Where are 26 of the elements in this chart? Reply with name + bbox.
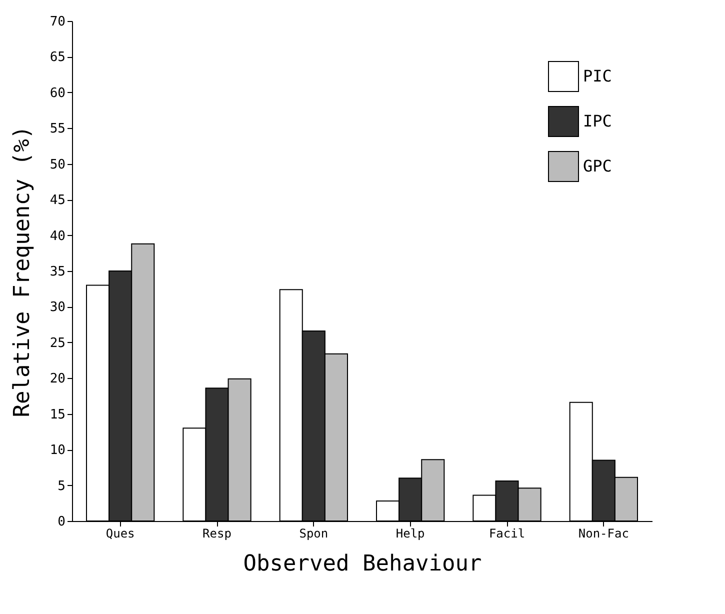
y-tick-label: 65 — [50, 50, 66, 66]
y-axis-title: Relative Frequency (%) — [10, 126, 35, 418]
x-tick-label: Ques — [106, 526, 135, 540]
y-tick-label: 40 — [50, 228, 66, 244]
y-tick-label: 0 — [58, 514, 66, 530]
legend-label: PIC — [583, 66, 612, 86]
legend-label: GPC — [583, 156, 612, 176]
y-tick-label: 45 — [50, 193, 66, 208]
y-tick-label: 70 — [50, 14, 66, 30]
legend-label: IPC — [583, 112, 612, 130]
x-tick-label: Facil — [488, 526, 526, 540]
y-tick-label: 55 — [50, 122, 66, 137]
y-tick-label: 60 — [50, 86, 66, 101]
x-tick-label: Help — [396, 526, 425, 540]
x-tick-label: Resp — [202, 526, 232, 540]
x-tick-label: Non-Fac — [578, 526, 629, 540]
x-axis-title: Observed Behaviour — [243, 552, 482, 576]
y-tick-label: 50 — [50, 157, 66, 172]
y-tick-label: 15 — [50, 407, 66, 422]
x-tick-label: Spon — [299, 526, 328, 540]
y-tick-label: 20 — [50, 372, 66, 387]
y-tick-label: 5 — [58, 478, 66, 494]
y-tick-label: 30 — [50, 300, 66, 316]
y-tick-label: 35 — [50, 264, 66, 280]
y-tick-label: 10 — [50, 443, 66, 458]
y-tick-label: 25 — [50, 336, 66, 351]
